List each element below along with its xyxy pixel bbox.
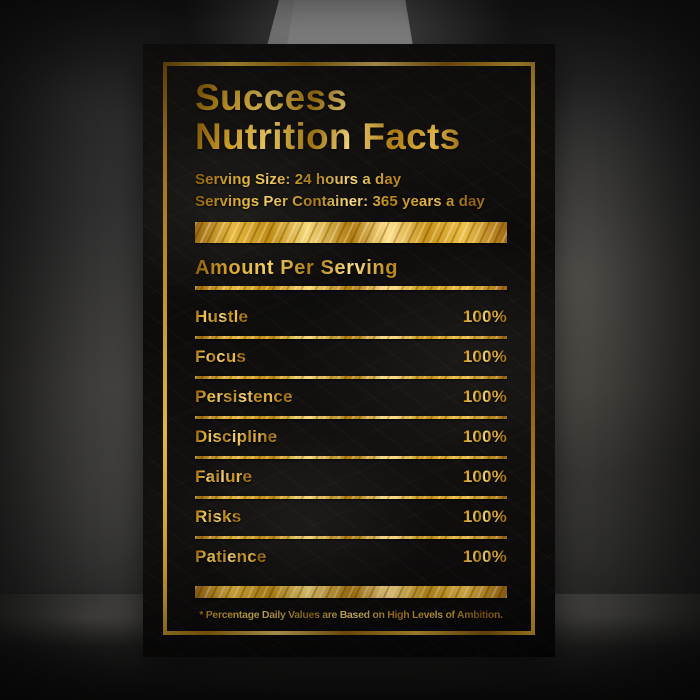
row-value: 100% [462,547,507,566]
row-value: 100% [462,347,507,366]
nutrient-rows: Hustle 100% Focus 100% Persistence 100% … [195,304,507,570]
row-label: Discipline [195,427,278,446]
nutrient-row-risks: Risks 100% [195,504,507,530]
separator-bar-bottom [195,586,507,598]
poster: Success Nutrition Facts Serving Size: 24… [143,44,555,657]
serving-info: Serving Size: 24 hours a day Servings Pe… [195,169,507,213]
section-header-rule [195,286,507,290]
row-divider [195,536,507,539]
row-divider [195,456,507,459]
nutrient-row-hustle: Hustle 100% [195,304,507,330]
nutrient-row-patience: Patience 100% [195,544,507,570]
servings-per-container-line: Servings Per Container: 365 years a day [195,191,507,213]
row-label: Focus [195,347,247,366]
poster-title-line1: Success [195,78,507,117]
row-label: Patience [195,547,267,566]
poster-frame-border [163,62,535,635]
nutrient-row-persistence: Persistence 100% [195,384,507,410]
poster-title: Success Nutrition Facts [195,78,507,156]
row-value: 100% [462,467,507,486]
nutrient-row-failure: Failure 100% [195,464,507,490]
nutrient-row-discipline: Discipline 100% [195,424,507,450]
row-value: 100% [462,307,507,326]
poster-content: Success Nutrition Facts Serving Size: 24… [195,44,507,657]
footnote: * Percentage Daily Values are Based on H… [181,608,521,622]
row-divider [195,336,507,339]
row-value: 100% [462,387,507,406]
row-label: Persistence [195,387,293,406]
row-value: 100% [462,427,507,446]
row-value: 100% [462,507,507,526]
row-label: Risks [195,507,242,526]
row-divider [195,376,507,379]
row-divider [195,496,507,499]
poster-title-line2: Nutrition Facts [195,117,507,156]
row-divider [195,416,507,419]
section-header: Amount Per Serving [195,257,507,280]
nutrient-row-focus: Focus 100% [195,344,507,370]
serving-size-line: Serving Size: 24 hours a day [195,169,507,191]
row-label: Failure [195,467,253,486]
row-label: Hustle [195,307,249,326]
separator-bar-top [195,222,507,243]
